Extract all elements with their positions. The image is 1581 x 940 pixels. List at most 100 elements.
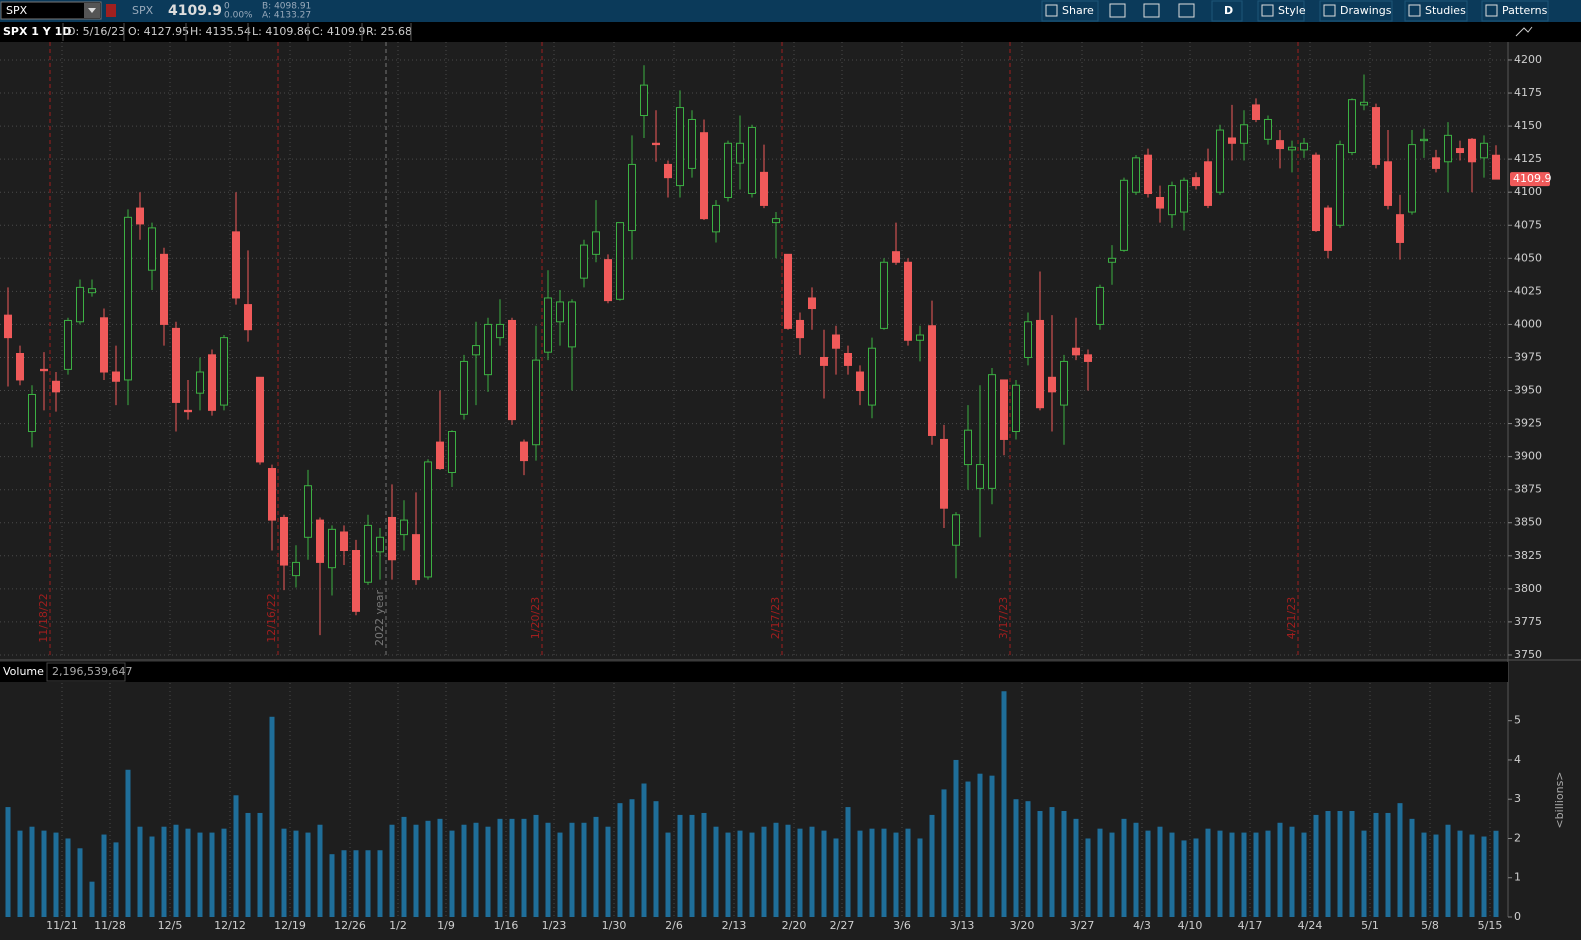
candle-body [868, 347, 876, 406]
info-bar [0, 22, 1581, 42]
x-tick-label: 4/24 [1298, 919, 1323, 932]
y-tick-label: 4100 [1514, 185, 1542, 198]
candle-body [1216, 129, 1224, 193]
event-label: 2/17/23 [769, 597, 782, 639]
candle-body [124, 216, 132, 381]
volume-bar [77, 848, 83, 917]
x-tick-label: 5/1 [1361, 919, 1379, 932]
toolbar-button-label[interactable]: Share [1062, 4, 1094, 17]
volume-bar [221, 828, 227, 917]
volume-bar [53, 832, 59, 917]
event-label: 12/16/22 [265, 593, 278, 642]
y-tick-label: 3800 [1514, 582, 1542, 595]
y-tick-label: 3925 [1514, 417, 1542, 430]
candle-body [1348, 99, 1356, 154]
x-tick-label: 1/2 [389, 919, 407, 932]
toolbar-button-label[interactable]: Drawings [1340, 4, 1392, 17]
candle-body [1012, 384, 1020, 433]
event-label: 1/20/23 [529, 597, 542, 639]
candle-body [1408, 144, 1416, 213]
volume-bar [497, 818, 503, 917]
toolbar-button-label[interactable]: Style [1278, 4, 1306, 17]
volume-bar [605, 826, 611, 917]
volume-bar [1121, 818, 1127, 917]
toolbar-button[interactable] [1481, 0, 1549, 22]
volume-bar [533, 814, 539, 917]
candle-body [592, 231, 600, 255]
volume-bar [1409, 818, 1415, 917]
volume-bar [281, 828, 287, 917]
candle-body [100, 317, 108, 373]
symbol-box[interactable] [0, 1, 102, 20]
event-label: 2022 year [373, 590, 386, 647]
volume-bar [1109, 832, 1115, 917]
toolbar-button[interactable] [1211, 0, 1243, 22]
volume-title: Volume [3, 665, 44, 678]
expand-icon[interactable] [1515, 26, 1533, 37]
y-tick-label: 4150 [1514, 119, 1542, 132]
candle-body [472, 345, 480, 356]
symbol[interactable]: SPX [6, 4, 28, 17]
candle-body [616, 222, 624, 300]
change-pct: 0.00% [224, 11, 253, 21]
toolbar-button[interactable] [1319, 0, 1393, 22]
candle-body [568, 301, 576, 348]
candle-body [208, 354, 216, 411]
candle-body [664, 163, 672, 179]
toolbar-icon-button[interactable] [1143, 3, 1160, 18]
x-tick-label: 12/5 [158, 919, 183, 932]
volume-bar [1301, 832, 1307, 917]
x-tick-label: 11/21 [46, 919, 78, 932]
candle-body [1300, 142, 1308, 151]
candle-body [1336, 144, 1344, 226]
volume-bar [653, 801, 659, 917]
alert-flag[interactable] [106, 4, 116, 17]
candle-body [1456, 148, 1464, 154]
volume-tick-label: 1 [1514, 871, 1521, 884]
candle-body [880, 261, 888, 329]
toolbar-button-label[interactable]: D [1224, 4, 1233, 17]
toolbar-icon-button[interactable] [1178, 3, 1195, 18]
volume-bar [1349, 810, 1355, 917]
x-tick-label: 11/28 [94, 919, 126, 932]
toolbar-button-label[interactable]: Studies [1425, 4, 1466, 17]
volume-bar [1361, 830, 1367, 917]
volume-bar [833, 838, 839, 917]
toolbar-button-label[interactable]: Patterns [1502, 4, 1548, 17]
volume-bar [1061, 810, 1067, 917]
volume-bar [1049, 807, 1055, 917]
candle-body [892, 251, 900, 263]
volume-bar [1493, 830, 1499, 917]
candle-body [52, 380, 60, 393]
candle-body [316, 519, 324, 563]
volume-bar [581, 822, 587, 917]
volume-bar [1253, 832, 1259, 917]
candle-body [976, 464, 984, 489]
candle-body [1156, 196, 1164, 209]
volume-bar [341, 850, 347, 917]
volume-bar [869, 828, 875, 917]
volume-bar [1025, 801, 1031, 917]
event-label: 4/21/23 [1285, 597, 1298, 639]
volume-bar [545, 822, 551, 917]
candle-body [412, 534, 420, 581]
volume-bar [485, 826, 491, 917]
volume-bar [245, 812, 251, 917]
volume-bar [185, 828, 191, 917]
y-tick-label: 4075 [1514, 218, 1542, 231]
candle-body [40, 368, 48, 372]
volume-bar [173, 824, 179, 917]
candle-body [400, 519, 408, 536]
candle-body [484, 323, 492, 376]
x-tick-label: 4/3 [1133, 919, 1151, 932]
x-tick-label: 4/17 [1238, 919, 1263, 932]
ask: A: 4133.27 [262, 11, 311, 21]
candle-body [196, 371, 204, 394]
candle-body [1048, 376, 1056, 393]
volume-bar [809, 826, 815, 917]
volume-bar [329, 854, 335, 917]
toolbar-icon-button[interactable] [1109, 3, 1126, 18]
candle-body [1468, 138, 1476, 163]
y-tick-label: 3900 [1514, 450, 1542, 463]
